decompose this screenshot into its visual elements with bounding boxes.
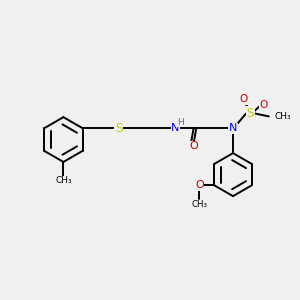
Text: O: O (259, 100, 268, 110)
Text: N: N (171, 123, 180, 134)
Text: H: H (177, 118, 184, 127)
Text: CH₃: CH₃ (55, 176, 72, 185)
Text: O: O (190, 141, 198, 151)
Text: N: N (229, 123, 237, 134)
Text: CH₃: CH₃ (275, 112, 291, 121)
Text: CH₃: CH₃ (191, 200, 207, 209)
Text: S: S (247, 107, 254, 120)
Text: O: O (240, 94, 248, 104)
Text: O: O (195, 180, 204, 190)
Text: S: S (115, 122, 122, 135)
